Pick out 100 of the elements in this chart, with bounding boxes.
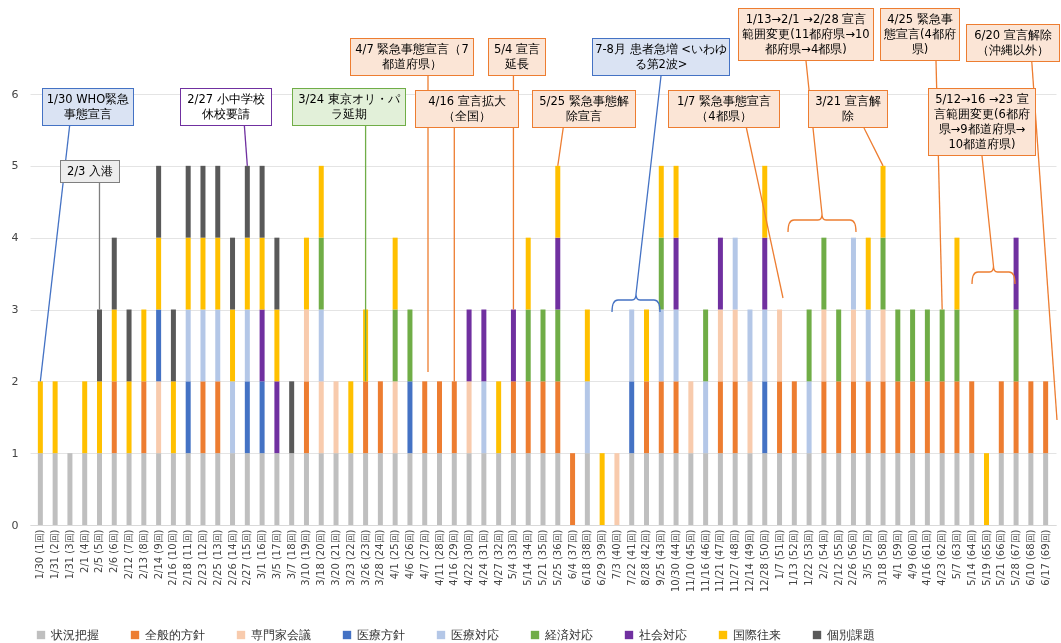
- callout-box: 6/20 宣言解除（沖縄以外）: [966, 24, 1060, 62]
- legend-label: 医療方針: [357, 628, 405, 642]
- x-tick-label: 4/27 (32回): [492, 529, 504, 586]
- x-tick-label: 10/30 (44回): [670, 529, 682, 593]
- x-tick-label: 3/7 (18回): [285, 529, 297, 580]
- x-tick-label: 3/10 (19回): [300, 529, 312, 586]
- x-tick-label: 3/26 (23回): [359, 529, 371, 586]
- x-tick-label: 3/5 (17回): [270, 529, 282, 580]
- callout-box: 4/16 宣言拡大（全国）: [415, 90, 519, 128]
- legend-label: 社会対応: [639, 628, 687, 642]
- x-tick-label: 4/24 (31回): [477, 529, 489, 586]
- x-tick-label: 5/28 (67回): [1010, 529, 1022, 586]
- x-tick-label: 3/18 (58回): [877, 529, 889, 586]
- x-tick-label: 1/30 (1回): [34, 529, 46, 580]
- x-tick-label: 4/1 (59回): [891, 529, 903, 580]
- x-tick-label: 4/9 (60回): [906, 529, 918, 580]
- x-tick-label: 4/16 (29回): [448, 529, 460, 586]
- x-tick-label: 3/1 (16回): [256, 529, 268, 580]
- x-tick-label: 2/26 (14回): [226, 529, 238, 586]
- x-tick-label: 4/16 (61回): [921, 529, 933, 586]
- x-tick-label: 4/1 (25回): [389, 529, 401, 580]
- x-tick-label: 2/14 (9回): [152, 529, 164, 580]
- legend-label: 国際往来: [733, 628, 781, 642]
- legend-label: 経済対応: [544, 628, 593, 642]
- x-tick-label: 2/12 (55回): [832, 529, 844, 586]
- x-tick-label: 2/26 (56回): [847, 529, 859, 586]
- legend-label: 状況把握: [50, 628, 99, 642]
- x-tick-label: 6/17 (69回): [1039, 529, 1051, 586]
- x-tick-label: 2/23 (12回): [196, 529, 208, 586]
- x-tick-label: 3/23 (22回): [344, 529, 356, 586]
- x-tick-label: 6/29 (39回): [596, 529, 608, 586]
- x-tick-label: 5/19 (65回): [980, 529, 992, 586]
- x-tick-label: 4/6 (26回): [403, 529, 415, 580]
- x-tick-label: 2/13 (8回): [137, 529, 149, 580]
- legend-label: 医療対応: [451, 628, 499, 642]
- y-tick-label: 5: [11, 159, 19, 173]
- y-tick-label: 2: [11, 374, 19, 388]
- x-tick-label: 1/31 (3回): [63, 529, 75, 580]
- x-tick-label: 2/1 (4回): [78, 529, 90, 573]
- x-tick-label: 12/28 (50回): [758, 529, 770, 593]
- x-tick-label: 2/12 (7回): [123, 529, 135, 580]
- x-tick-label: 6/18 (38回): [581, 529, 593, 586]
- y-tick-label: 6: [11, 87, 19, 101]
- x-tick-label: 4/7 (27回): [418, 529, 430, 580]
- x-tick-label: 1/7 (51回): [773, 529, 785, 580]
- x-tick-label: 3/5 (57回): [862, 529, 874, 580]
- x-tick-label: 7/22 (41回): [625, 529, 637, 586]
- x-tick-label: 11/21 (47回): [714, 529, 726, 593]
- x-tick-label: 5/21 (35回): [537, 529, 548, 586]
- x-tick-label: 11/27 (48回): [729, 529, 741, 593]
- x-tick-label: 2/18 (11回): [182, 529, 194, 586]
- x-tick-label: 1/31 (2回): [49, 529, 61, 580]
- y-tick-label: 1: [11, 446, 19, 460]
- x-tick-label: 5/14 (34回): [522, 529, 534, 586]
- x-tick-label: 2/2 (54回): [817, 529, 829, 580]
- x-tick-label: 2/6 (6回): [108, 529, 120, 573]
- x-tick-label: 1/22 (53回): [803, 529, 815, 586]
- callout-box: 5/4 宣言延長: [488, 38, 546, 76]
- y-tick-label: 4: [11, 231, 19, 245]
- x-tick-label: 2/5 (5回): [93, 529, 105, 573]
- x-tick-label: 4/23 (62回): [936, 529, 948, 586]
- x-tick-label: 1/13 (52回): [788, 529, 800, 586]
- x-tick-label: 8/28 (42回): [640, 529, 652, 586]
- callout-box: 4/7 緊急事態宣言（7都道府県）: [350, 38, 474, 76]
- x-tick-label: 5/7 (63回): [950, 529, 962, 580]
- callout-box: 1/30 WHO緊急事態宣言: [42, 88, 134, 126]
- x-tick-label: 4/22 (30回): [463, 529, 475, 586]
- callout-box: 7-8月 患者急増 <いわゆる第2波>: [592, 38, 730, 76]
- x-tick-label: 5/25 (36回): [551, 529, 563, 586]
- y-tick-label: 3: [11, 303, 19, 316]
- x-tick-label: 11/10 (45回): [684, 529, 696, 593]
- callout-box: 2/27 小中学校休校要請: [180, 88, 272, 126]
- x-tick-label: 2/27 (15回): [241, 529, 253, 586]
- x-tick-label: 12/14 (49回): [743, 529, 755, 593]
- callout-box: 5/12→16 →23 宣言範囲変更(6都府県→9都道府県→ 10都道府県): [928, 88, 1036, 156]
- callout-box: 1/7 緊急事態宣言（4都県）: [668, 90, 780, 128]
- x-tick-label: 5/21 (66回): [995, 529, 1007, 586]
- legend-label: 個別課題: [827, 628, 875, 642]
- x-tick-label: 11/16 (46回): [699, 529, 711, 593]
- x-tick-label: 6/4 (37回): [566, 529, 578, 580]
- x-tick-label: 6/10 (68回): [1024, 529, 1036, 586]
- callout-box: 4/25 緊急事態宣言(4都府県): [880, 8, 960, 61]
- x-tick-label: 7/3 (40回): [610, 529, 622, 580]
- x-tick-label: 9/25 (43回): [655, 529, 667, 586]
- x-tick-label: 5/4 (33回): [507, 529, 519, 580]
- x-tick-label: 3/28 (24回): [374, 529, 386, 586]
- x-tick-label: 3/20 (21回): [330, 529, 342, 586]
- x-tick-label: 4/11 (28回): [433, 529, 445, 586]
- callout-box: 5/25 緊急事態解除宣言: [532, 90, 636, 128]
- x-tick-label: 2/16 (10回): [167, 529, 179, 586]
- y-tick-label: 0: [11, 518, 19, 532]
- legend-label: 全般的方針: [145, 628, 205, 642]
- callout-box: 1/13→2/1 →2/28 宣言範囲変更(11都府県→10都府県→4都県): [738, 8, 874, 61]
- x-tick-label: 3/18 (20回): [315, 529, 327, 586]
- legend-label: 専門家会議: [251, 628, 311, 642]
- callout-box: 3/24 東京オリ・パラ延期: [292, 88, 406, 126]
- callout-box: 3/21 宣言解除: [808, 90, 888, 128]
- callout-box: 2/3 入港: [60, 160, 120, 183]
- x-tick-label: 2/25 (13回): [211, 529, 223, 586]
- x-tick-label: 5/14 (64回): [965, 529, 977, 586]
